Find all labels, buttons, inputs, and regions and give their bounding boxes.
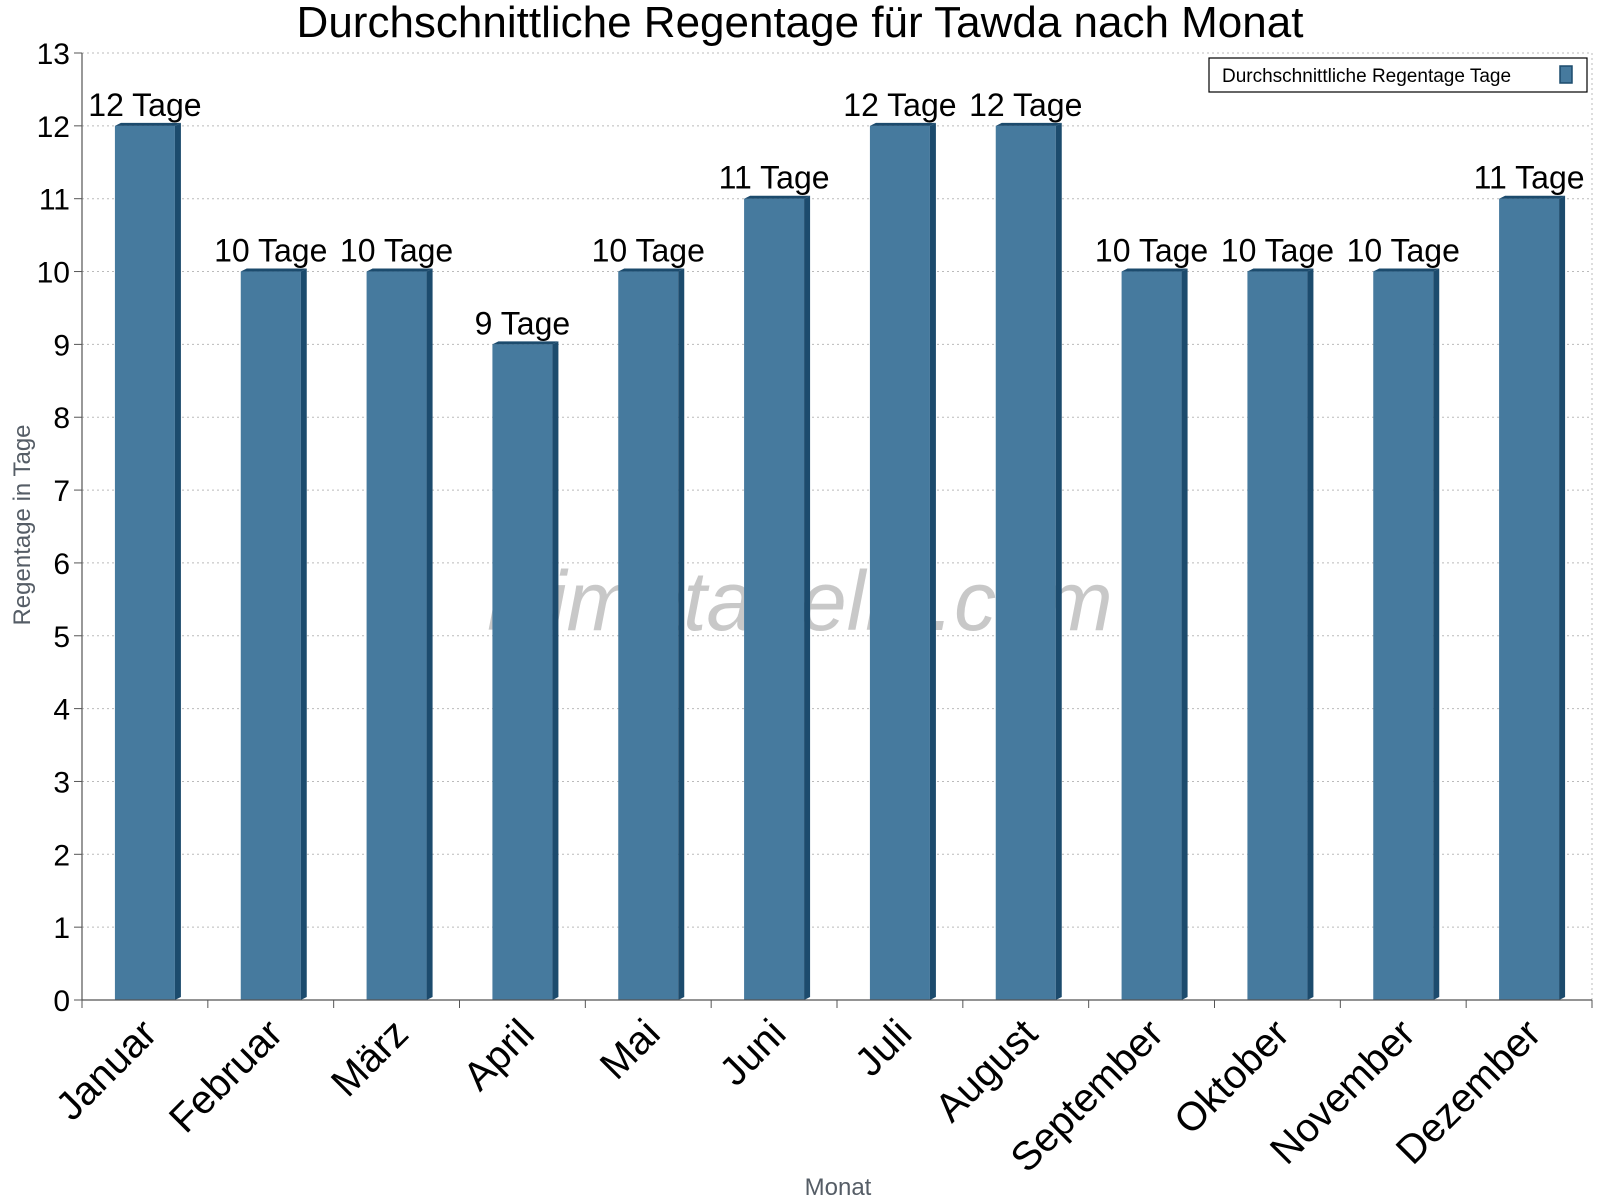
y-axis-title: Regentage in Tage xyxy=(9,424,36,625)
bar-top xyxy=(492,341,559,345)
bar-side xyxy=(678,268,685,1000)
chart-title: Durchschnittliche Regentage für Tawda na… xyxy=(297,0,1304,47)
y-tick-label: 0 xyxy=(53,985,70,1018)
bar-side xyxy=(929,122,936,1001)
bar xyxy=(744,195,811,1000)
bar xyxy=(869,122,936,1001)
bar-side xyxy=(426,268,433,1000)
y-tick-label: 7 xyxy=(53,475,70,508)
bar xyxy=(114,122,181,1001)
bar xyxy=(618,268,685,1000)
bar-front xyxy=(1121,271,1182,1000)
bar-top xyxy=(869,122,936,126)
bar xyxy=(1373,268,1440,1000)
category-label: Juni xyxy=(711,1011,794,1094)
gridlines xyxy=(82,52,1593,1000)
legend-swatch xyxy=(1559,65,1573,84)
data-label: 10 Tage xyxy=(340,233,453,269)
bar-front xyxy=(1373,271,1434,1000)
bar-front xyxy=(869,125,930,1001)
bar-front xyxy=(492,344,553,1000)
bar-side xyxy=(552,341,559,1000)
bar-top xyxy=(1121,268,1188,272)
bar-side xyxy=(300,268,307,1000)
bar-front xyxy=(114,125,175,1001)
bar-side xyxy=(1055,122,1062,1001)
category-label: Januar xyxy=(48,1011,166,1129)
category-label: Juli xyxy=(847,1011,921,1085)
y-tick-label: 8 xyxy=(53,402,70,435)
bar-front xyxy=(1499,198,1560,1000)
bar-side xyxy=(1181,268,1188,1000)
y-tick-label: 3 xyxy=(53,766,70,799)
bar xyxy=(366,268,433,1000)
category-label: April xyxy=(455,1011,543,1099)
y-tick-label: 4 xyxy=(53,694,70,727)
y-tick-label: 10 xyxy=(37,257,70,290)
data-label: 10 Tage xyxy=(1221,233,1334,269)
data-label: 9 Tage xyxy=(475,305,571,341)
legend: Durchschnittliche Regentage Tage xyxy=(1208,57,1588,93)
bar-front xyxy=(618,271,679,1000)
category-label: März xyxy=(323,1011,417,1105)
bar-side xyxy=(1307,268,1314,1000)
data-label: 12 Tage xyxy=(843,87,956,123)
data-label: 12 Tage xyxy=(969,87,1082,123)
data-labels: 12 Tage 10 Tage 10 Tage 9 Tage 10 Tage 11 Tag… xyxy=(88,87,1584,342)
bar-side xyxy=(804,195,811,1000)
data-label: 10 Tage xyxy=(592,233,705,269)
bar-top xyxy=(1247,268,1314,272)
data-label: 10 Tage xyxy=(214,233,327,269)
data-label: 11 Tage xyxy=(1474,160,1585,196)
bar-top xyxy=(618,268,685,272)
bar xyxy=(995,122,1062,1001)
category-label: Februar xyxy=(161,1011,291,1141)
bar-front xyxy=(366,271,427,1000)
bar xyxy=(1121,268,1188,1000)
data-label: 10 Tage xyxy=(1347,233,1460,269)
category-label: Oktober xyxy=(1166,1011,1298,1143)
y-tick-label: 13 xyxy=(37,38,70,71)
bar-top xyxy=(1373,268,1440,272)
bar-side xyxy=(174,122,181,1001)
bar-top xyxy=(744,195,811,199)
y-tick-label: 11 xyxy=(39,184,70,217)
y-tick-label: 12 xyxy=(37,111,70,144)
bar-front xyxy=(1247,271,1308,1000)
legend-box xyxy=(1208,57,1588,93)
bar xyxy=(1499,195,1566,1000)
bar-side xyxy=(1433,268,1440,1000)
bar xyxy=(492,341,559,1000)
bar-front xyxy=(744,198,805,1000)
y-tick-label: 2 xyxy=(53,839,70,872)
legend-label: Durchschnittliche Regentage Tage xyxy=(1222,66,1511,87)
bar xyxy=(240,268,307,1000)
bar-top xyxy=(366,268,433,272)
x-axis-title: Monat xyxy=(805,1174,872,1200)
bar-top xyxy=(995,122,1062,126)
y-tick-label: 1 xyxy=(53,912,70,945)
bar-top xyxy=(240,268,307,272)
y-tick-label: 9 xyxy=(53,329,70,362)
bar-front xyxy=(240,271,301,1000)
category-label: Mai xyxy=(592,1011,669,1088)
category-label: August xyxy=(927,1011,1046,1130)
bars xyxy=(114,122,1566,1001)
data-label: 11 Tage xyxy=(719,160,830,196)
bar-side xyxy=(1559,195,1566,1000)
bar xyxy=(1247,268,1314,1000)
y-tick-label: 6 xyxy=(53,548,70,581)
y-tick-label: 5 xyxy=(53,621,70,654)
data-label: 12 Tage xyxy=(88,87,201,123)
data-label: 10 Tage xyxy=(1095,233,1208,269)
bar-front xyxy=(995,125,1056,1001)
bar-top xyxy=(114,122,181,126)
bar-top xyxy=(1499,195,1566,199)
